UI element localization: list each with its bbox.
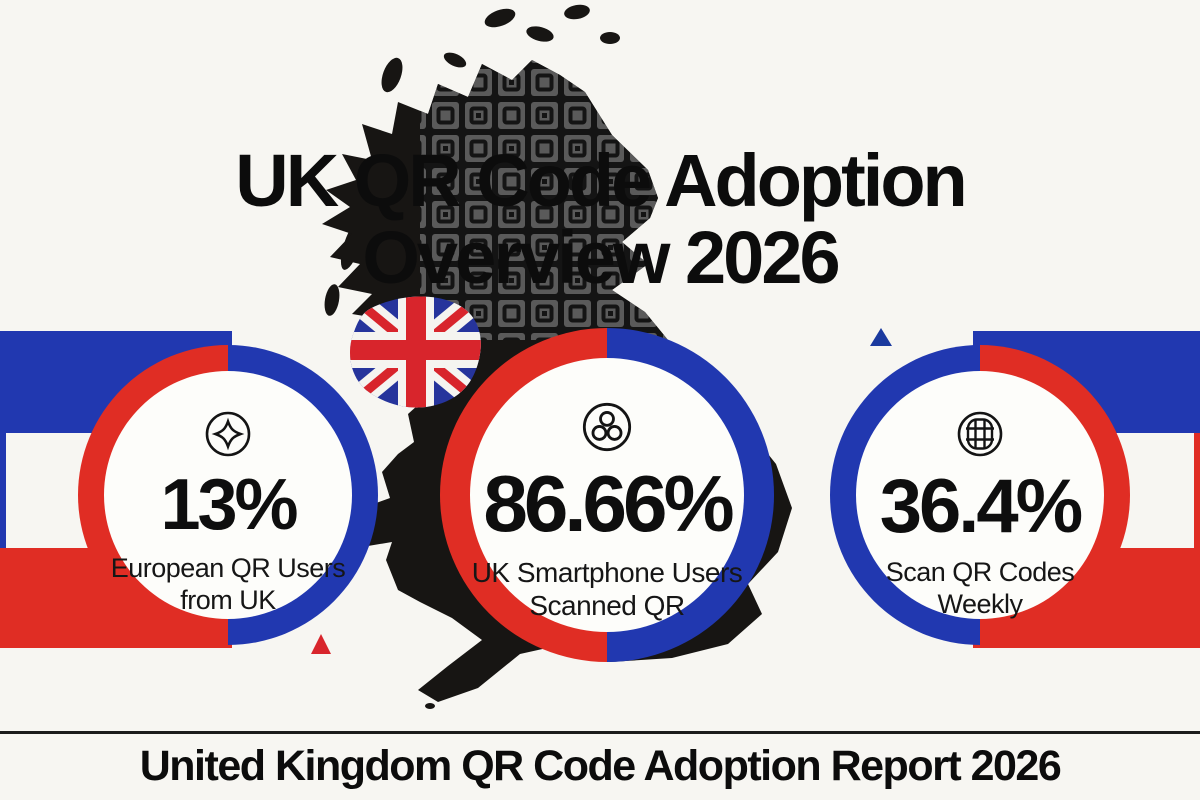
stat-label-line-1: UK Smartphone Users xyxy=(471,557,743,588)
stat-label: European QR Users from UK xyxy=(111,553,346,617)
title-line-1: UK QR Code Adoption xyxy=(235,138,967,222)
stat-label-line-1: Scan QR Codes xyxy=(885,557,1075,587)
stat-label: Scan QR Codes Weekly xyxy=(886,557,1075,621)
cluster-circles-icon xyxy=(582,402,632,452)
stat-label-line-2: Scanned QR xyxy=(529,590,685,622)
footer-title: United Kingdom QR Code Adoption Report 2… xyxy=(139,742,1062,790)
union-jack-patch xyxy=(350,296,481,408)
stat-circle-inner: 86.66% UK Smartphone Users Scanned QR xyxy=(470,358,744,632)
stat-circle-inner: 36.4% Scan QR Codes Weekly xyxy=(856,371,1104,619)
stat-circle-weekly-scanners: 36.4% Scan QR Codes Weekly xyxy=(830,345,1130,645)
red-triangle-accent xyxy=(311,634,331,654)
stat-value: 13% xyxy=(160,465,298,545)
stat-label-line-2: from UK xyxy=(180,584,276,615)
stat-value: 36.4% xyxy=(879,464,1083,549)
title-line-2: Overview 2026 xyxy=(362,216,840,300)
stat-label-line-1: European QR Users xyxy=(110,553,346,583)
right-red-edge-strip xyxy=(1194,433,1200,548)
stat-value: 86.66% xyxy=(483,459,734,548)
stat-label-line-2: Weekly xyxy=(937,588,1023,619)
blue-triangle-accent xyxy=(870,328,892,346)
sparkle-diamond-icon xyxy=(205,411,251,457)
stat-circle-inner: 13% European QR Users from UK xyxy=(104,371,352,619)
stat-circle-smartphone-users: 86.66% UK Smartphone Users Scanned QR xyxy=(440,328,774,662)
page-title: UK QR Code Adoption Overview 2026 xyxy=(0,138,1200,300)
stat-circle-european-users: 13% European QR Users from UK xyxy=(78,345,378,645)
stat-label: UK Smartphone Users Scanned QR xyxy=(472,556,743,622)
footer-divider xyxy=(0,731,1200,734)
globe-grid-icon xyxy=(957,411,1003,457)
left-blue-edge-strip xyxy=(0,433,6,548)
